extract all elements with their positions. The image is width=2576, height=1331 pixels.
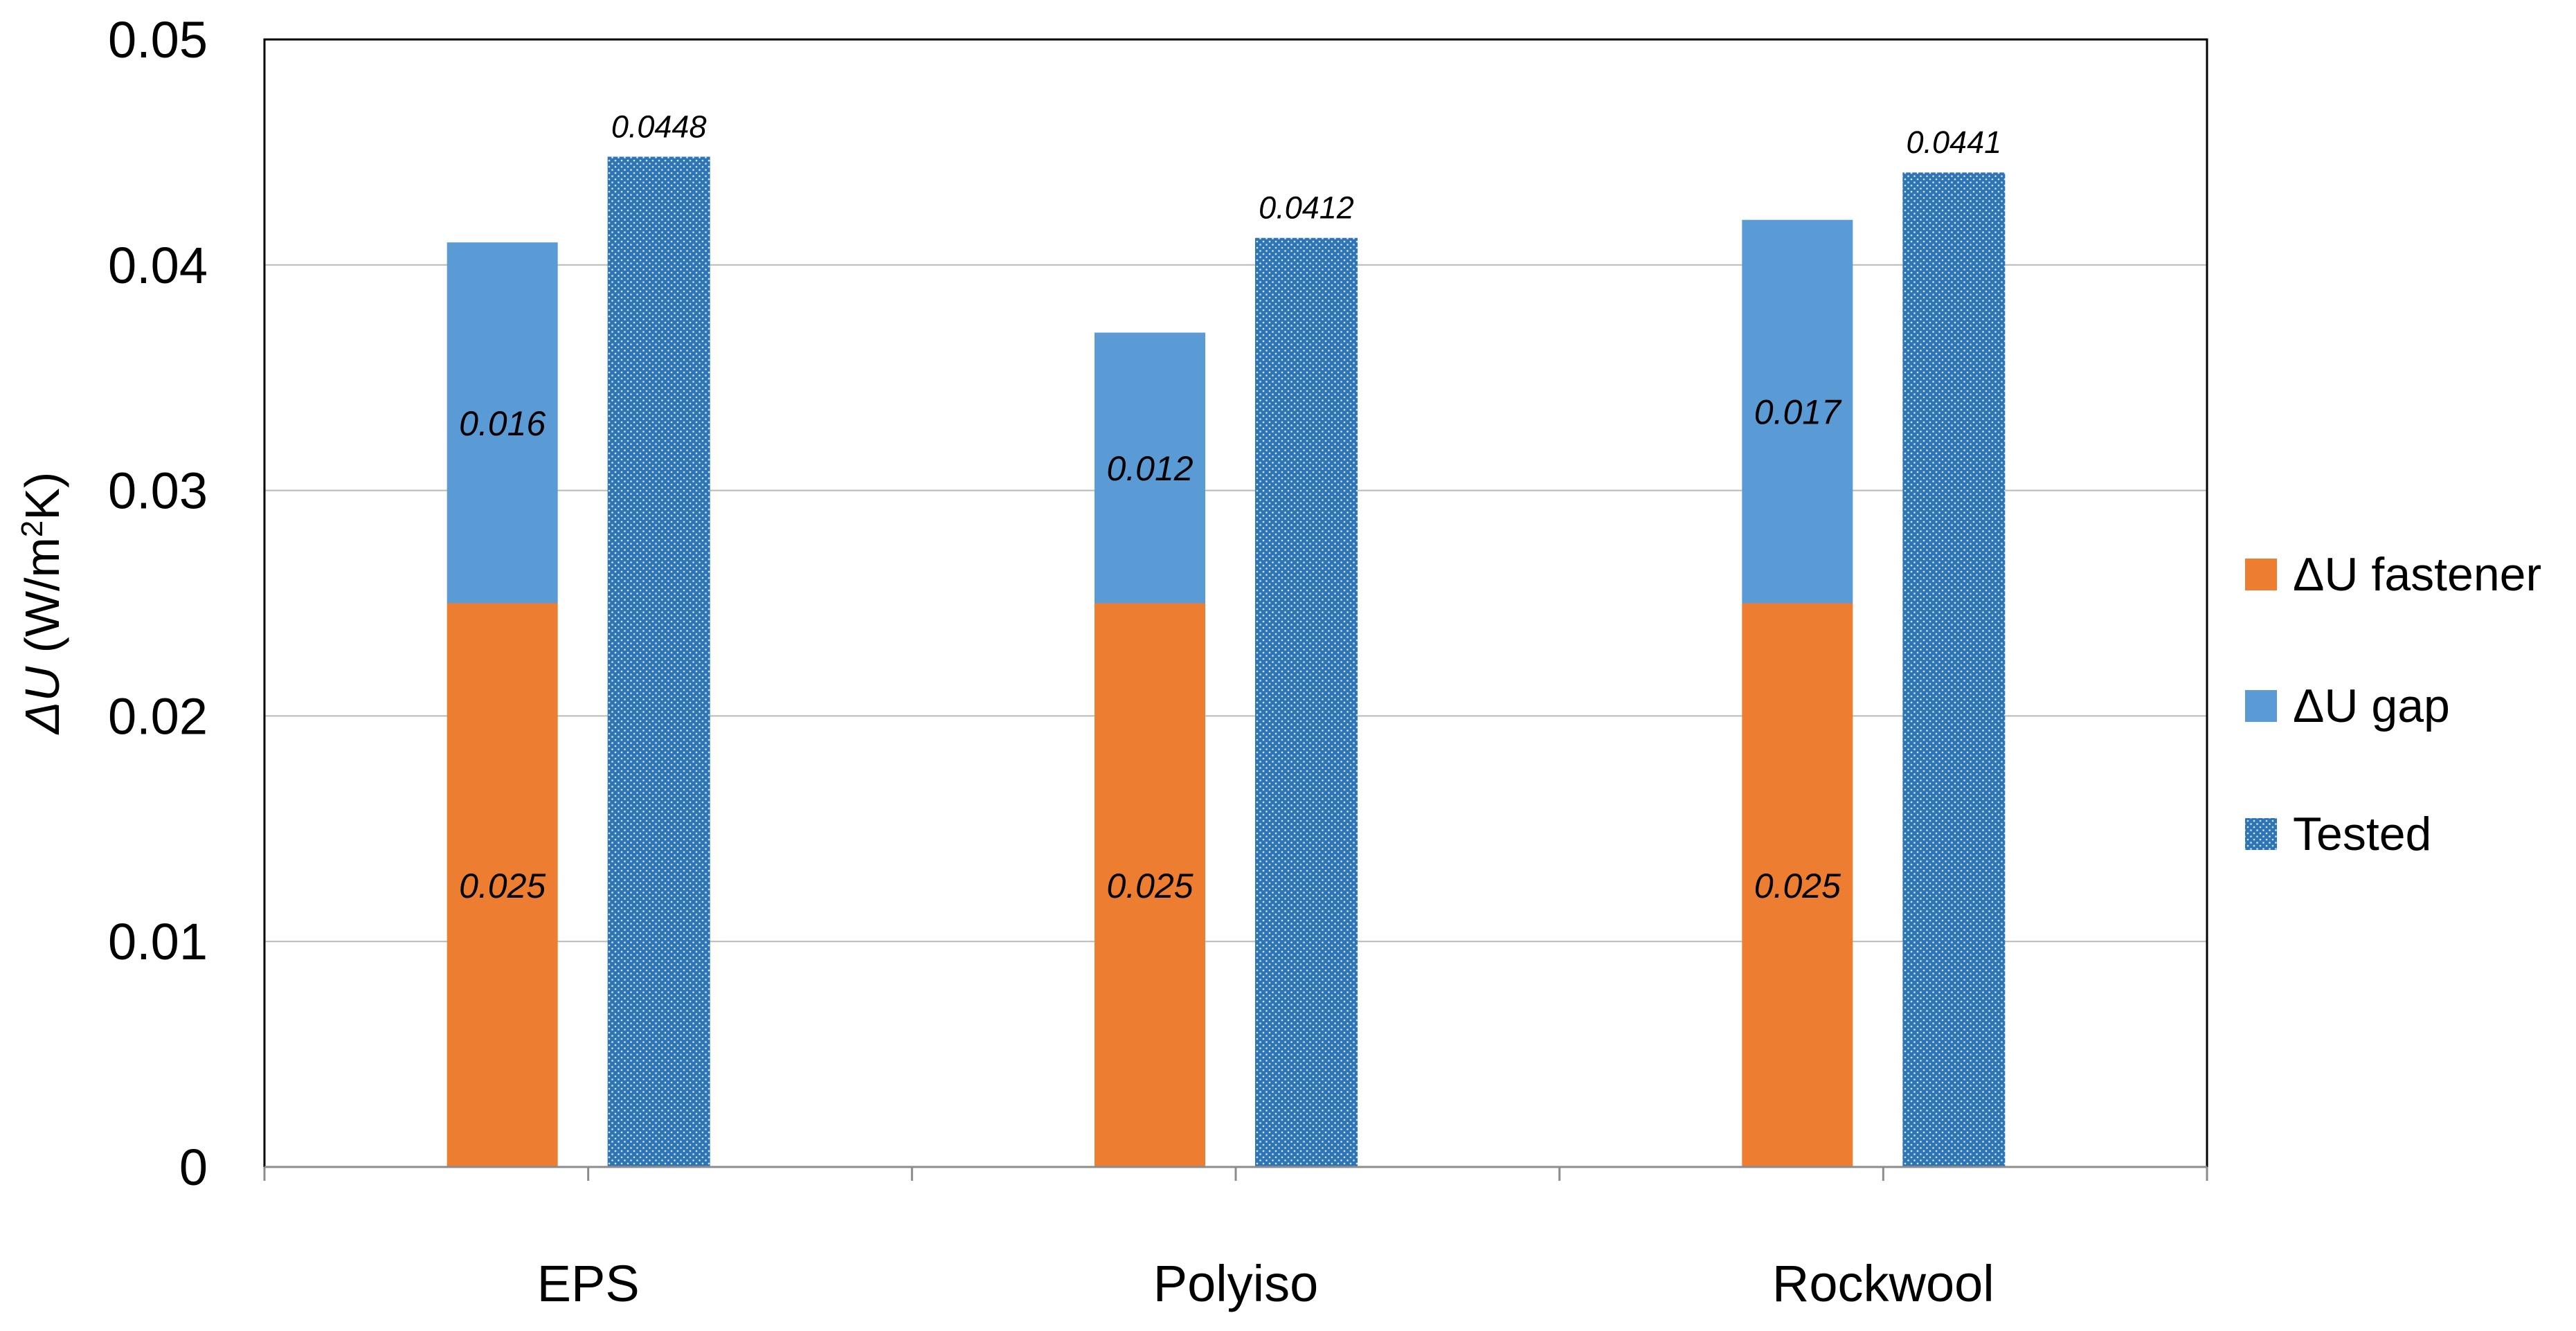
data-label-fastener: 0.025 bbox=[1754, 867, 1841, 905]
legend-swatch bbox=[2245, 818, 2277, 850]
y-axis-title-unit-superscript: 2 bbox=[15, 520, 49, 537]
x-category-label: EPS bbox=[537, 1255, 640, 1312]
y-tick-label: 0.05 bbox=[108, 11, 208, 69]
x-axis bbox=[263, 1166, 2208, 1181]
bar-fastener bbox=[1742, 603, 1853, 1167]
bar-tested bbox=[607, 156, 710, 1167]
y-tick-label: 0.04 bbox=[108, 237, 208, 294]
y-axis-title-unit-prefix: (W/m bbox=[15, 537, 69, 667]
legend-swatch bbox=[2245, 559, 2277, 590]
data-label-tested: 0.0448 bbox=[611, 109, 707, 144]
bar-fastener bbox=[1095, 603, 1205, 1167]
bar-fastener bbox=[447, 603, 558, 1167]
data-label-fastener: 0.025 bbox=[459, 867, 546, 905]
data-label-tested: 0.0441 bbox=[1907, 125, 2002, 160]
y-tick-label: 0.01 bbox=[108, 913, 208, 970]
bar-gap bbox=[1742, 219, 1853, 604]
legend-swatch bbox=[2245, 690, 2277, 722]
legend-label: ΔU fastener bbox=[2293, 548, 2541, 601]
y-axis-title: ΔU (W/m2K) bbox=[15, 472, 69, 736]
y-tick-label: 0 bbox=[179, 1139, 208, 1196]
bar-tested bbox=[1255, 237, 1358, 1168]
bar-data-labels: 0.025 0.016 0.0448 0.025 0.012 0.0412 0.025 0.0… bbox=[459, 109, 2001, 905]
bar-tested bbox=[1902, 172, 2006, 1167]
legend-label: Tested bbox=[2293, 808, 2431, 860]
y-tick-label: 0.02 bbox=[108, 687, 208, 745]
y-tick-label: 0.03 bbox=[108, 462, 208, 520]
data-label-gap: 0.012 bbox=[1106, 449, 1193, 488]
x-category-label: Polyiso bbox=[1153, 1255, 1319, 1312]
data-label-tested: 0.0412 bbox=[1259, 190, 1354, 226]
legend-label: ΔU gap bbox=[2293, 680, 2450, 732]
y-axis-title-symbol: ΔU bbox=[15, 666, 69, 735]
y-axis-title-unit-suffix: K) bbox=[15, 472, 69, 520]
x-category-label: Rockwool bbox=[1772, 1255, 1994, 1312]
bar-gap bbox=[1095, 332, 1205, 604]
legend: ΔU fastener ΔU gap Tested bbox=[2245, 548, 2541, 860]
data-label-gap: 0.016 bbox=[459, 404, 546, 443]
bars bbox=[447, 156, 2006, 1168]
data-label-fastener: 0.025 bbox=[1106, 867, 1193, 905]
bar-gap bbox=[447, 242, 558, 604]
gridlines bbox=[264, 264, 2207, 943]
x-axis-category-labels: EPS Polyiso Rockwool bbox=[537, 1255, 1994, 1312]
data-label-gap: 0.017 bbox=[1754, 393, 1842, 432]
y-axis-ticks: 0 0.01 0.02 0.03 0.04 0.05 bbox=[108, 11, 208, 1196]
